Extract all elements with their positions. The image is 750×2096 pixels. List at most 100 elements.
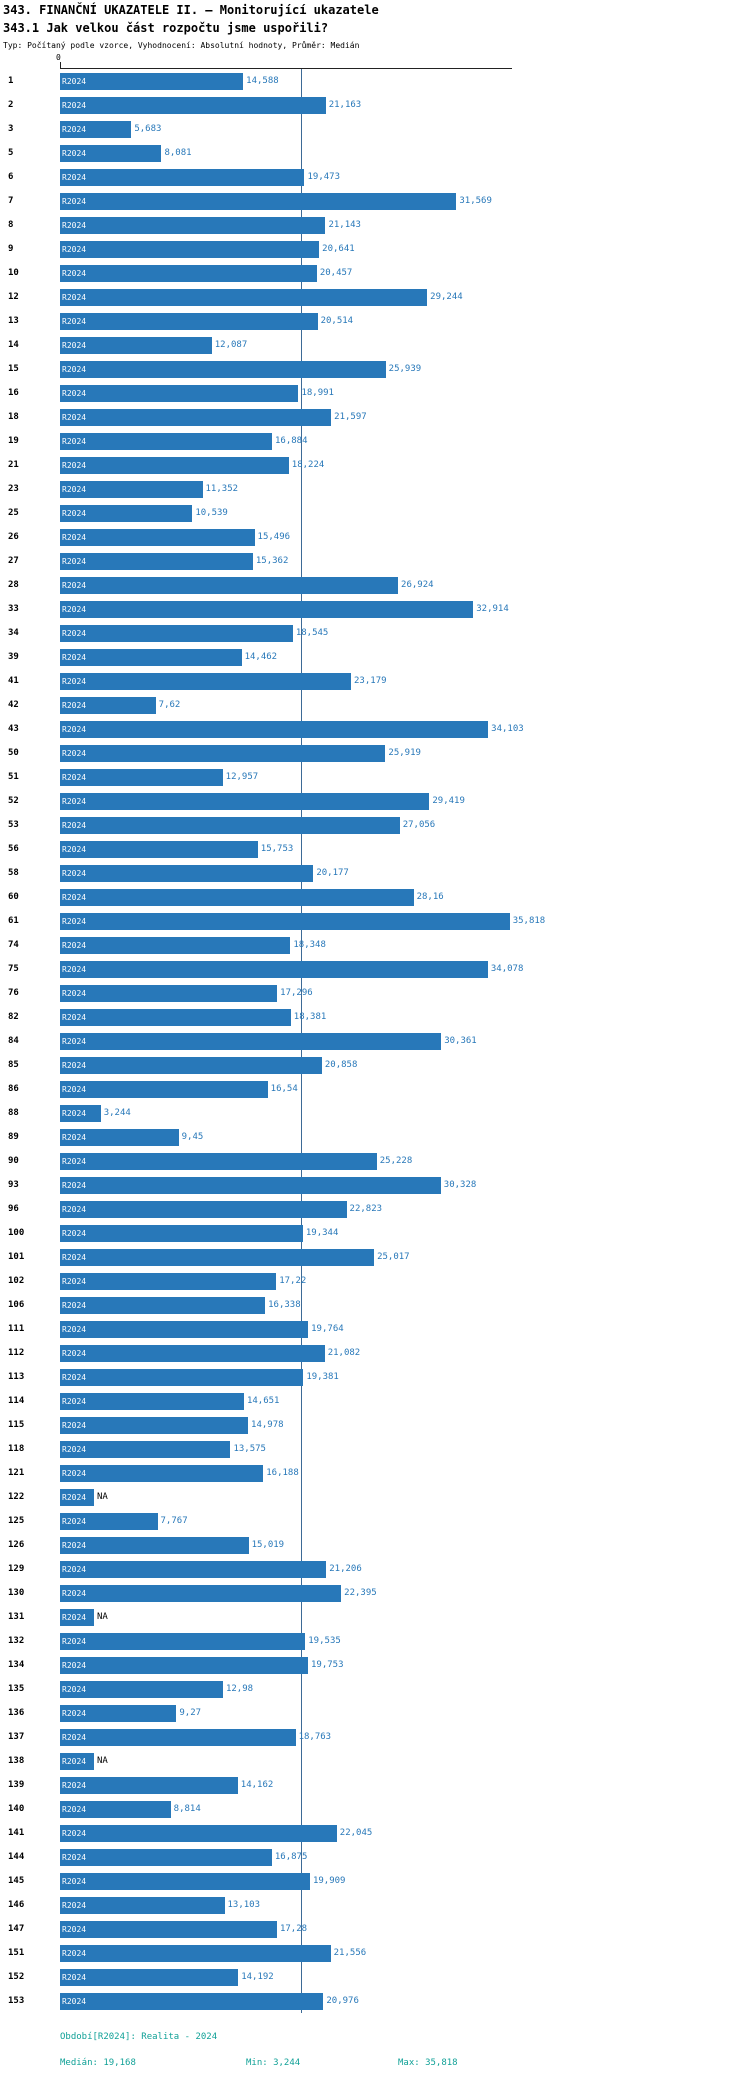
value-label: 21,206 <box>329 1564 362 1574</box>
bar: R2024 <box>60 1608 94 1626</box>
series-label: R2024 <box>62 1732 87 1742</box>
chart-row: 56 R2024 15,753 <box>0 837 750 861</box>
value-label: 27,056 <box>402 820 436 830</box>
bar: R2024 <box>60 1128 179 1146</box>
series-label: R2024 <box>62 676 87 686</box>
series-label: R2024 <box>62 964 87 974</box>
row-id-label: 27 <box>8 556 19 566</box>
series-label: R2024 <box>62 1708 87 1718</box>
series-label: R2024 <box>62 1444 87 1454</box>
chart-row: 147 R2024 17,28 <box>0 1917 750 1941</box>
chart-row: 139 R2024 14,162 <box>0 1773 750 1797</box>
series-label: R2024 <box>62 1852 87 1862</box>
chart-row: 145 R2024 19,909 <box>0 1869 750 1893</box>
bar: R2024 <box>60 1080 268 1098</box>
series-label: R2024 <box>62 1348 87 1358</box>
row-id-label: 135 <box>8 1684 25 1694</box>
series-label: R2024 <box>62 220 87 230</box>
bar: R2024 <box>60 1416 249 1434</box>
series-label: R2024 <box>62 1636 87 1646</box>
value-label: 14,192 <box>241 1972 274 1982</box>
value-label: 18,381 <box>293 1012 327 1022</box>
chart-row: 138 R2024 NA <box>0 1749 750 1773</box>
chart-row: 25 R2024 10,539 <box>0 501 750 525</box>
chart-row: 28 R2024 26,924 <box>0 573 750 597</box>
bar: R2024 <box>60 576 399 594</box>
chart-row: 86 R2024 16,54 <box>0 1077 750 1101</box>
row-id-label: 85 <box>8 1060 19 1070</box>
chart-row: 42 R2024 7,62 <box>0 693 750 717</box>
chart-row: 89 R2024 9,45 <box>0 1125 750 1149</box>
value-label: 19,473 <box>307 172 340 182</box>
chart-row: 140 R2024 8,814 <box>0 1797 750 1821</box>
value-label: 8,814 <box>173 1804 201 1814</box>
value-label: 29,419 <box>432 796 465 806</box>
bar: R2024 <box>60 408 332 426</box>
series-label: R2024 <box>62 556 87 566</box>
series-label: R2024 <box>62 1492 87 1502</box>
series-label: R2024 <box>62 1996 87 2006</box>
bar: R2024 <box>60 960 488 978</box>
bar: R2024 <box>60 456 289 474</box>
series-label: R2024 <box>62 892 87 902</box>
value-label: 16,188 <box>266 1468 299 1478</box>
series-label: R2024 <box>62 340 87 350</box>
bar: R2024 <box>60 1632 306 1650</box>
series-label: R2024 <box>62 1300 87 1310</box>
value-label: 20,641 <box>322 244 355 254</box>
chart-row: 96 R2024 22,823 <box>0 1197 750 1221</box>
series-label: R2024 <box>62 868 87 878</box>
value-label: 16,875 <box>274 1852 308 1862</box>
value-label: 9,27 <box>179 1708 202 1718</box>
chart-row: 15 R2024 25,939 <box>0 357 750 381</box>
row-id-label: 10 <box>8 268 19 278</box>
series-label: R2024 <box>62 1252 87 1262</box>
chart-row: 126 R2024 15,019 <box>0 1533 750 1557</box>
value-label: 22,395 <box>344 1588 377 1598</box>
series-label: R2024 <box>62 484 87 494</box>
chart-row: 106 R2024 16,338 <box>0 1293 750 1317</box>
row-id-label: 51 <box>8 772 19 782</box>
series-label: R2024 <box>62 1756 87 1766</box>
value-label: 16,54 <box>270 1084 298 1094</box>
chart-row: 5 R2024 8,081 <box>0 141 750 165</box>
value-label: NA <box>97 1492 108 1502</box>
footer-max-label: Max: 35,818 <box>398 2058 458 2068</box>
chart-row: 10 R2024 20,457 <box>0 261 750 285</box>
chart-row: 13 R2024 20,514 <box>0 309 750 333</box>
chart-row: 12 R2024 29,244 <box>0 285 750 309</box>
series-label: R2024 <box>62 268 87 278</box>
bar: R2024 <box>60 1152 377 1170</box>
row-id-label: 102 <box>8 1276 25 1286</box>
row-id-label: 144 <box>8 1852 25 1862</box>
bar: R2024 <box>60 648 242 666</box>
row-id-label: 137 <box>8 1732 25 1742</box>
series-label: R2024 <box>62 580 87 590</box>
value-label: 34,078 <box>490 964 524 974</box>
bar: R2024 <box>60 600 474 618</box>
value-label: 16,884 <box>274 436 308 446</box>
bar: R2024 <box>60 144 162 162</box>
row-id-label: 2 <box>8 100 14 110</box>
value-label: 17,28 <box>279 1924 308 1934</box>
row-id-label: 121 <box>8 1468 25 1478</box>
value-label: 25,017 <box>377 1252 410 1262</box>
series-label: R2024 <box>62 844 87 854</box>
value-label: 30,361 <box>444 1036 477 1046</box>
value-label: 20,976 <box>326 1996 359 2006</box>
chart-row: 27 R2024 15,362 <box>0 549 750 573</box>
row-id-label: 60 <box>8 892 19 902</box>
bar: R2024 <box>60 192 457 210</box>
bar: R2024 <box>60 744 386 762</box>
row-id-label: 26 <box>8 532 19 542</box>
row-id-label: 41 <box>8 676 19 686</box>
value-label: 13,575 <box>233 1444 266 1454</box>
bar: R2024 <box>60 1872 310 1890</box>
value-label: 12,957 <box>225 772 259 782</box>
value-label: 15,362 <box>255 556 289 566</box>
chart-row: 84 R2024 30,361 <box>0 1029 750 1053</box>
value-label: 12,98 <box>225 1684 254 1694</box>
bar: R2024 <box>60 1008 291 1026</box>
value-label: 23,179 <box>354 676 387 686</box>
bar: R2024 <box>60 1920 277 1938</box>
